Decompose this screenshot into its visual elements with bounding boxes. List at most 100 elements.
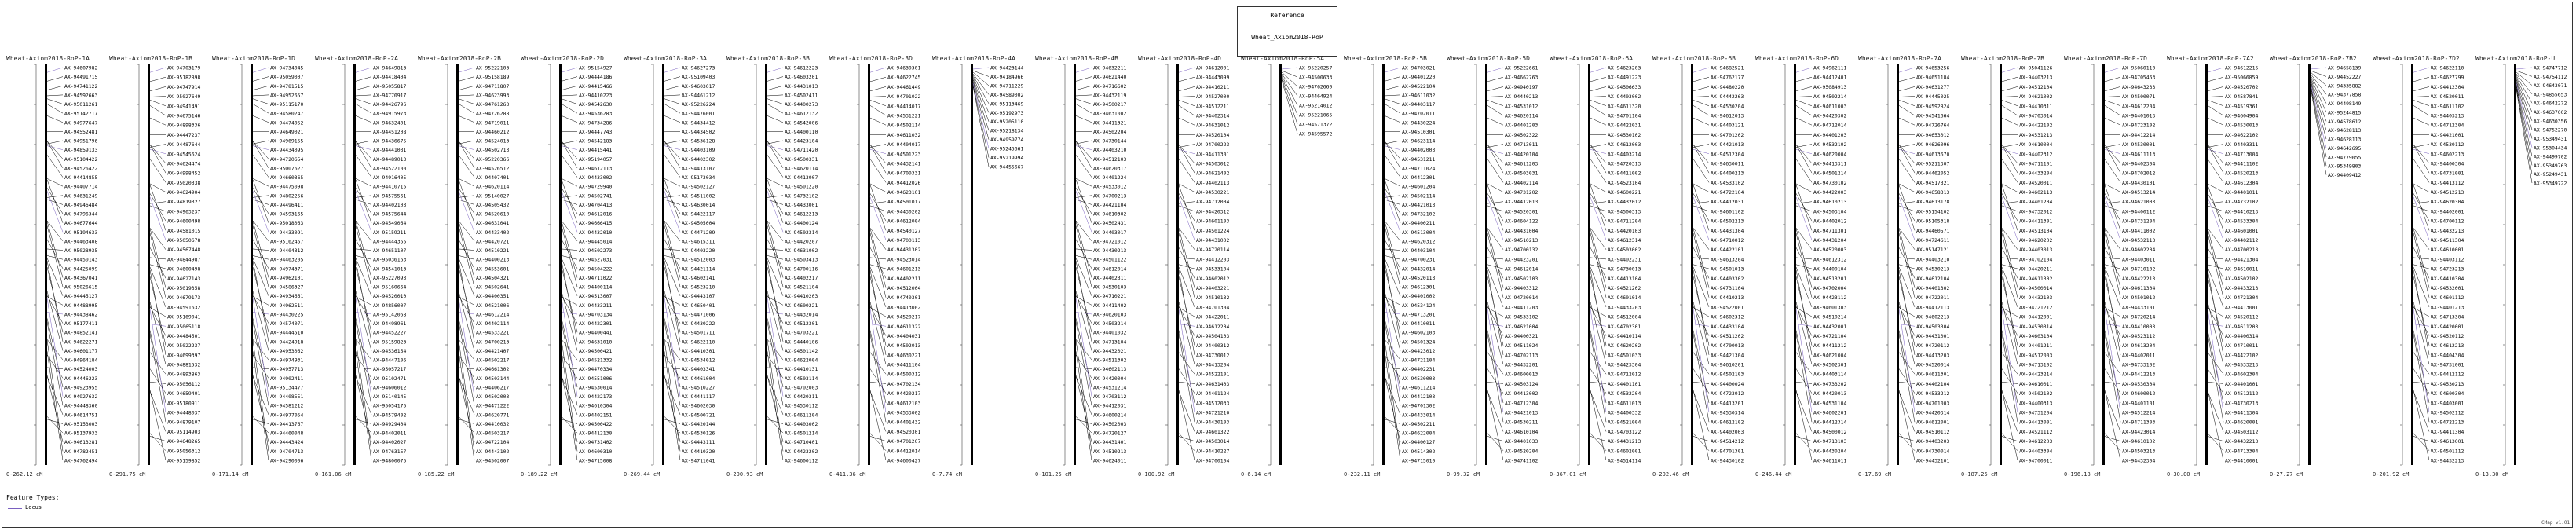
locus-label[interactable]: AX-94431004: [1505, 228, 1538, 234]
locus-label[interactable]: AX-94401002: [1402, 293, 1435, 299]
locus-label[interactable]: AX-94447237: [167, 132, 200, 138]
locus-label[interactable]: AX-94443107: [682, 293, 715, 299]
locus-label[interactable]: AX-94501711: [682, 330, 715, 336]
locus-label[interactable]: AX-94401033: [1505, 438, 1538, 445]
locus-label[interactable]: AX-94532113: [2122, 237, 2155, 244]
locus-label[interactable]: AX-94402314: [1196, 112, 1229, 119]
locus-label[interactable]: AX-94422031: [1608, 123, 1641, 129]
locus-label[interactable]: AX-94620114: [785, 165, 818, 171]
locus-label[interactable]: AX-94422011: [1196, 314, 1229, 320]
locus-label[interactable]: AX-94701202: [1711, 132, 1744, 138]
locus-label[interactable]: AX-94502273: [579, 247, 612, 254]
locus-label[interactable]: AX-94401203: [1505, 123, 1538, 129]
locus-label[interactable]: AX-94531221: [887, 112, 920, 119]
locus-label[interactable]: AX-94420001: [2431, 324, 2464, 330]
map-title[interactable]: Wheat-Axiom2018-RoP-7A: [1858, 55, 1941, 62]
locus-label[interactable]: AX-94413201: [1711, 400, 1744, 406]
locus-label[interactable]: AX-94422213: [2122, 276, 2155, 282]
locus-label[interactable]: AX-94623101: [887, 189, 920, 196]
locus-label[interactable]: AX-94412001: [2019, 314, 2052, 320]
locus-label[interactable]: AX-94503114: [785, 375, 818, 382]
locus-label[interactable]: AX-94620317: [1093, 165, 1126, 171]
locus-label[interactable]: AX-95160664: [373, 284, 406, 291]
locus-label[interactable]: AX-94631249: [64, 192, 97, 199]
locus-label[interactable]: AX-94455667: [990, 164, 1023, 170]
locus-label[interactable]: AX-95154927: [579, 65, 612, 71]
locus-label[interactable]: AX-94611013: [1608, 400, 1641, 406]
locus-label[interactable]: AX-94530304: [2122, 381, 2155, 387]
locus-label[interactable]: AX-94423144: [990, 65, 1023, 71]
locus-label[interactable]: AX-94593165: [270, 211, 303, 218]
cmap-credit[interactable]: CMap v1.01: [2541, 520, 2571, 526]
locus-label[interactable]: AX-94420311: [785, 394, 818, 400]
locus-label[interactable]: AX-94413002: [887, 304, 920, 310]
locus-label[interactable]: AX-94403001: [2431, 400, 2464, 406]
locus-label[interactable]: AX-94480220: [1711, 84, 1744, 90]
locus-label[interactable]: AX-94530204: [1711, 103, 1744, 109]
locus-label[interactable]: AX-94542006: [785, 119, 818, 126]
locus-label[interactable]: AX-94962111: [1813, 65, 1846, 71]
locus-label[interactable]: AX-94403017: [1093, 229, 1126, 236]
locus-label[interactable]: AX-94403114: [1813, 372, 1846, 378]
locus-label[interactable]: AX-94578612: [2328, 119, 2361, 125]
locus-label[interactable]: AX-94502114: [887, 123, 920, 129]
locus-label[interactable]: AX-94621003: [2122, 199, 2155, 205]
locus-label[interactable]: AX-94611203: [2225, 324, 2258, 330]
locus-label[interactable]: AX-94712004: [1196, 199, 1229, 205]
locus-label[interactable]: AX-94403109: [682, 147, 715, 153]
locus-label[interactable]: AX-94420721: [476, 238, 509, 244]
locus-label[interactable]: AX-94710012: [1711, 237, 1744, 244]
locus-label[interactable]: AX-94403210: [1093, 147, 1126, 153]
locus-label[interactable]: AX-94413107: [682, 165, 715, 171]
locus-label[interactable]: AX-94406217: [476, 384, 509, 390]
locus-label[interactable]: AX-94531213: [2019, 132, 2052, 138]
locus-label[interactable]: AX-94445014: [579, 238, 612, 244]
locus-label[interactable]: AX-94511304: [2431, 237, 2464, 244]
locus-label[interactable]: AX-94720654: [270, 156, 303, 163]
locus-label[interactable]: AX-94730144: [1093, 138, 1126, 145]
locus-label[interactable]: AX-94977647: [64, 119, 97, 126]
locus-label[interactable]: AX-94533102: [1505, 314, 1538, 320]
locus-label[interactable]: AX-94802256: [270, 192, 303, 199]
locus-label[interactable]: AX-94441031: [373, 147, 406, 153]
locus-label[interactable]: AX-94946484: [64, 202, 97, 208]
locus-label[interactable]: AX-94503413: [785, 257, 818, 263]
locus-label[interactable]: AX-94621004: [1813, 352, 1846, 358]
locus-label[interactable]: AX-94731402: [579, 439, 612, 445]
locus-label[interactable]: AX-94682521: [1711, 65, 1744, 71]
locus-label[interactable]: AX-94719011: [476, 119, 509, 126]
locus-label[interactable]: AX-94923955: [64, 384, 97, 390]
locus-label[interactable]: AX-95349431: [2534, 136, 2567, 142]
locus-label[interactable]: AX-94974931: [270, 357, 303, 364]
locus-label[interactable]: AX-94631277: [1916, 84, 1949, 90]
locus-label[interactable]: AX-95142068: [373, 311, 406, 317]
locus-label[interactable]: AX-94520213: [2225, 170, 2258, 177]
locus-label[interactable]: AX-94702104: [2019, 256, 2052, 262]
locus-label[interactable]: AX-94411304: [2225, 410, 2258, 416]
locus-label[interactable]: AX-94471222: [476, 403, 509, 409]
locus-label[interactable]: AX-94412031: [1093, 403, 1126, 409]
locus-label[interactable]: AX-94703179: [167, 65, 200, 71]
locus-label[interactable]: AX-94524013: [476, 138, 509, 145]
locus-label[interactable]: AX-94710011: [2225, 342, 2258, 349]
locus-label[interactable]: AX-94420144: [682, 421, 715, 427]
locus-label[interactable]: AX-94601112: [2431, 295, 2464, 301]
locus-label[interactable]: AX-94520610: [476, 211, 509, 218]
locus-label[interactable]: AX-94522104: [1402, 83, 1435, 90]
locus-label[interactable]: AX-94412314: [1813, 419, 1846, 426]
locus-label[interactable]: AX-94701022: [887, 93, 920, 100]
locus-label[interactable]: AX-94412214: [2122, 132, 2155, 138]
locus-label[interactable]: AX-94710401: [785, 439, 818, 445]
locus-label[interactable]: AX-94612312: [1813, 256, 1846, 262]
locus-label[interactable]: AX-94502322: [1505, 132, 1538, 138]
locus-label[interactable]: AX-94612104: [1916, 276, 1949, 282]
locus-label[interactable]: AX-94602204: [2122, 247, 2155, 253]
locus-label[interactable]: AX-94367041: [64, 275, 97, 281]
locus-label[interactable]: AX-94420207: [785, 238, 818, 244]
locus-label[interactable]: AX-94711101: [2019, 160, 2052, 167]
locus-label[interactable]: AX-94720112: [1916, 342, 1949, 349]
locus-label[interactable]: AX-94452227: [373, 330, 406, 336]
locus-label[interactable]: AX-94412401: [1813, 75, 1846, 81]
locus-label[interactable]: AX-94403304: [2019, 448, 2052, 454]
locus-label[interactable]: AX-94542183: [579, 138, 612, 145]
